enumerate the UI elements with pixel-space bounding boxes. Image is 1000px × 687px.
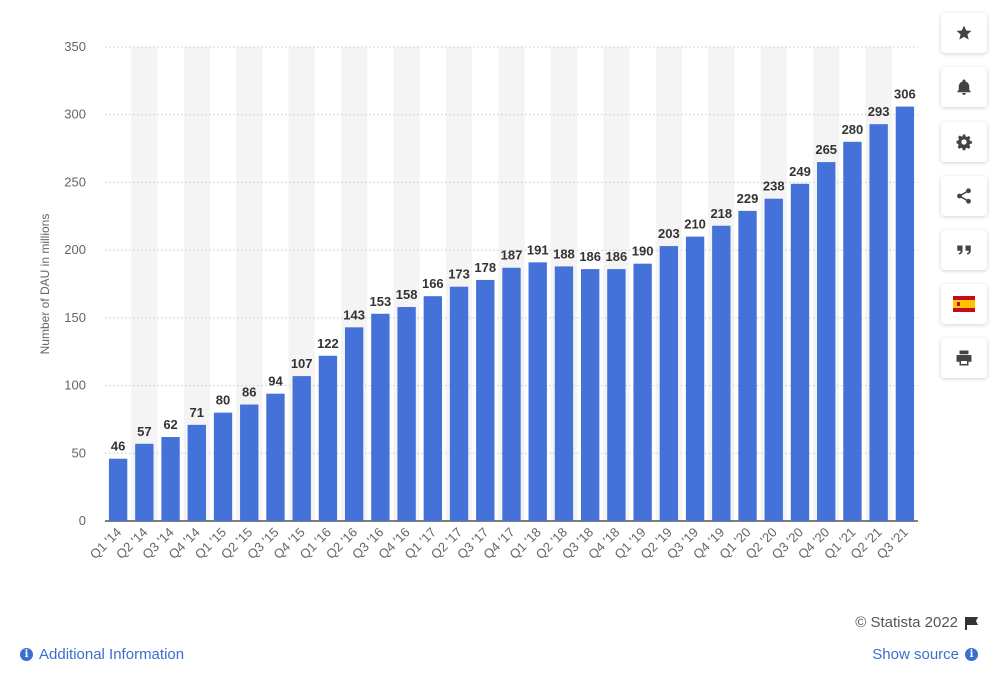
- spain-flag-icon: [953, 296, 975, 312]
- bar: [135, 443, 154, 521]
- data-label: 210: [684, 217, 706, 232]
- bar: [764, 198, 783, 521]
- data-label: 187: [501, 248, 523, 263]
- star-icon: [956, 25, 972, 40]
- bar: [554, 266, 574, 521]
- show-source-link[interactable]: Show source i: [872, 646, 978, 663]
- data-label: 122: [317, 336, 339, 351]
- favorite-button[interactable]: [941, 13, 987, 53]
- bar: [895, 106, 915, 522]
- bar: [187, 424, 206, 521]
- gear-icon: [956, 134, 972, 151]
- bar: [449, 286, 469, 521]
- y-tick-label: 350: [64, 39, 86, 54]
- y-tick-label: 100: [64, 378, 86, 393]
- bar-chart: 0 50 100 150 200 250 300 350 Number of DAU in mi…: [38, 39, 918, 562]
- notification-button[interactable]: [941, 67, 987, 107]
- additional-information-label: Additional Information: [39, 646, 185, 663]
- y-tick-label: 50: [72, 445, 86, 460]
- bar: [790, 183, 810, 522]
- copyright-text: © Statista 2022: [855, 614, 958, 631]
- bar: [476, 279, 495, 521]
- chart-area: 0 50 100 150 200 250 300 350 Number of DAU in mi…: [38, 39, 918, 562]
- bar: [843, 141, 862, 522]
- data-label: 57: [137, 424, 151, 439]
- bar: [318, 355, 338, 521]
- data-label: 238: [763, 179, 785, 194]
- background-band: [131, 47, 158, 521]
- bar: [580, 269, 600, 521]
- data-label: 166: [422, 276, 444, 291]
- y-tick-label: 200: [64, 242, 86, 257]
- bar: [240, 404, 259, 521]
- data-label: 203: [658, 226, 680, 241]
- data-label: 293: [868, 104, 890, 119]
- cite-button[interactable]: [941, 230, 987, 270]
- data-label: 218: [710, 206, 732, 221]
- bar: [423, 296, 443, 521]
- y-axis-title: Number of DAU in millions: [38, 214, 52, 355]
- copyright-credit: © Statista 2022: [855, 614, 980, 631]
- show-source-label: Show source: [872, 646, 959, 663]
- bar: [161, 437, 180, 521]
- data-label: 178: [474, 260, 496, 275]
- bar: [685, 236, 705, 521]
- print-button[interactable]: [941, 338, 987, 378]
- y-tick-label: 300: [64, 107, 86, 122]
- share-icon: [957, 188, 971, 204]
- bar: [817, 162, 836, 521]
- data-label: 173: [448, 267, 470, 282]
- bar: [371, 313, 390, 521]
- bar: [607, 269, 626, 521]
- y-tick-label: 150: [64, 310, 86, 325]
- bar: [712, 225, 731, 521]
- data-label: 306: [894, 87, 916, 102]
- data-label: 153: [370, 294, 392, 309]
- data-label: 229: [737, 191, 759, 206]
- bar: [738, 210, 757, 521]
- flag-icon: [965, 616, 978, 630]
- bar: [213, 412, 233, 521]
- data-label: 107: [291, 356, 313, 371]
- data-label: 86: [242, 385, 256, 400]
- data-label: 186: [579, 249, 601, 264]
- data-label: 249: [789, 164, 811, 179]
- data-label: 280: [842, 122, 864, 137]
- data-label: 46: [111, 439, 125, 454]
- data-label: 190: [632, 244, 654, 259]
- data-label: 158: [396, 287, 418, 302]
- bar: [108, 458, 128, 521]
- bar: [502, 267, 521, 521]
- info-icon: i: [20, 648, 33, 661]
- data-label: 71: [190, 405, 204, 420]
- bell-icon: [957, 79, 971, 95]
- bar: [292, 376, 311, 521]
- bar: [266, 393, 285, 521]
- info-icon: i: [965, 648, 978, 661]
- data-label: 62: [163, 417, 177, 432]
- language-button[interactable]: [941, 284, 987, 324]
- bar: [633, 263, 652, 521]
- settings-button[interactable]: [941, 122, 987, 162]
- bar: [869, 124, 888, 522]
- data-label: 94: [268, 374, 283, 389]
- quote-icon: [957, 245, 971, 255]
- data-label: 186: [606, 249, 628, 264]
- bar: [528, 262, 547, 521]
- additional-information-link[interactable]: i Additional Information: [20, 646, 184, 663]
- bar: [397, 307, 416, 521]
- data-label: 265: [815, 142, 837, 157]
- data-label: 80: [216, 393, 230, 408]
- bar: [659, 246, 679, 521]
- data-label: 143: [343, 307, 365, 322]
- data-label: 191: [527, 242, 549, 257]
- y-tick-label: 0: [79, 513, 86, 528]
- share-button[interactable]: [941, 176, 987, 216]
- data-label: 188: [553, 246, 575, 261]
- y-tick-label: 250: [64, 174, 86, 189]
- bar: [344, 327, 364, 521]
- print-icon: [956, 350, 972, 366]
